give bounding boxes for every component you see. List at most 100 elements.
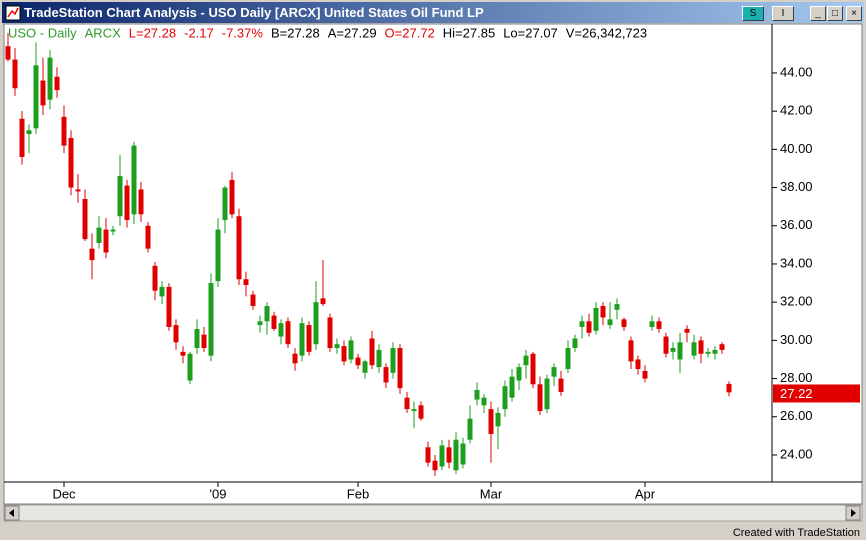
candle-body: [187, 353, 193, 381]
candle-body: [117, 176, 123, 217]
y-tick-label: 24.00: [780, 446, 813, 461]
candle-body: [110, 229, 116, 232]
candle-body: [397, 348, 403, 389]
candle-body: [278, 323, 284, 337]
candle-body: [257, 321, 263, 326]
maximize-button[interactable]: □: [827, 6, 843, 21]
candle-body: [502, 386, 508, 410]
candle-body: [642, 370, 648, 379]
x-tick-label: Mar: [480, 486, 503, 501]
readout-item: -2.17: [184, 25, 214, 40]
last-price-box: [773, 384, 860, 403]
candle-body: [719, 344, 725, 350]
candle-body: [565, 348, 571, 370]
scrollbar[interactable]: [3, 504, 863, 522]
candle-body: [712, 349, 718, 354]
y-tick-label: 26.00: [780, 408, 813, 423]
candle-body: [208, 283, 214, 356]
y-tick-label: 36.00: [780, 217, 813, 232]
candle-body: [355, 357, 361, 366]
candle-body: [614, 304, 620, 310]
candle-body: [299, 323, 305, 356]
candle-body: [348, 340, 354, 360]
candle-body: [474, 390, 480, 400]
chart-background: [3, 23, 863, 505]
candle-body: [180, 351, 186, 356]
candle-body: [684, 328, 690, 333]
candle-body: [82, 199, 88, 240]
candle-body: [215, 229, 221, 282]
candle-body: [635, 359, 641, 370]
candle-body: [663, 336, 669, 354]
candle-body: [460, 443, 466, 465]
candle-body: [145, 225, 151, 249]
candle-body: [5, 46, 11, 60]
candle-body: [159, 286, 165, 297]
candle-body: [558, 378, 564, 392]
readout-item: V=26,342,723: [566, 25, 647, 40]
candle-body: [173, 325, 179, 343]
candle-body: [509, 376, 515, 398]
minimize-button[interactable]: _: [810, 6, 826, 21]
y-tick-label: 28.00: [780, 370, 813, 385]
candle-body: [446, 447, 452, 463]
candle-body: [54, 76, 60, 91]
candle-body: [236, 216, 242, 280]
candle-body: [341, 346, 347, 362]
candle-body: [376, 349, 382, 368]
y-tick-label: 32.00: [780, 294, 813, 309]
candle-body: [523, 355, 529, 366]
candle-body: [362, 361, 368, 373]
footer: Created with TradeStation: [732, 527, 860, 539]
candle-body: [285, 321, 291, 345]
candle-body: [222, 187, 228, 221]
i-button[interactable]: I: [772, 6, 794, 21]
candle-body: [677, 342, 683, 360]
candle-body: [607, 319, 613, 326]
candle-body: [579, 321, 585, 327]
candle-body: [495, 412, 501, 427]
candle-body: [271, 315, 277, 329]
candle-body: [390, 348, 396, 373]
candle-body: [68, 137, 74, 188]
candle-body: [383, 367, 389, 383]
candle-body: [292, 353, 298, 364]
candle-body: [586, 321, 592, 333]
candle-body: [201, 334, 207, 349]
candle-body: [327, 317, 333, 349]
candle-body: [138, 189, 144, 215]
close-button[interactable]: ×: [846, 6, 862, 21]
candle-body: [698, 340, 704, 354]
s-button[interactable]: S: [742, 6, 764, 21]
candle-body: [250, 294, 256, 306]
candle-body: [334, 344, 340, 349]
candle-body: [621, 319, 627, 327]
candle-body: [600, 305, 606, 318]
y-tick-label: 44.00: [780, 64, 813, 79]
x-tick-label: Apr: [635, 486, 656, 501]
last-price-label: 27.22: [780, 386, 813, 401]
candle-body: [467, 418, 473, 440]
candle-body: [425, 447, 431, 463]
candle-body: [243, 279, 249, 285]
candle-body: [313, 302, 319, 345]
candle-body: [131, 145, 137, 215]
readout-item: B=27.28: [271, 25, 320, 40]
candle-body: [306, 325, 312, 352]
readout-item: ARCX: [85, 25, 121, 40]
candle-body: [166, 286, 172, 327]
candle-body: [320, 298, 326, 305]
candle-body: [656, 321, 662, 329]
y-tick-label: 30.00: [780, 332, 813, 347]
candle-body: [516, 367, 522, 381]
candle-body: [551, 367, 557, 377]
candle-body: [593, 307, 599, 331]
candle-body: [670, 348, 676, 352]
y-tick-label: 42.00: [780, 103, 813, 118]
candle-body: [432, 460, 438, 471]
y-tick-label: 40.00: [780, 141, 813, 156]
candle-body: [572, 338, 578, 349]
candle-body: [453, 439, 459, 471]
readout-item: O=27.72: [385, 25, 435, 40]
